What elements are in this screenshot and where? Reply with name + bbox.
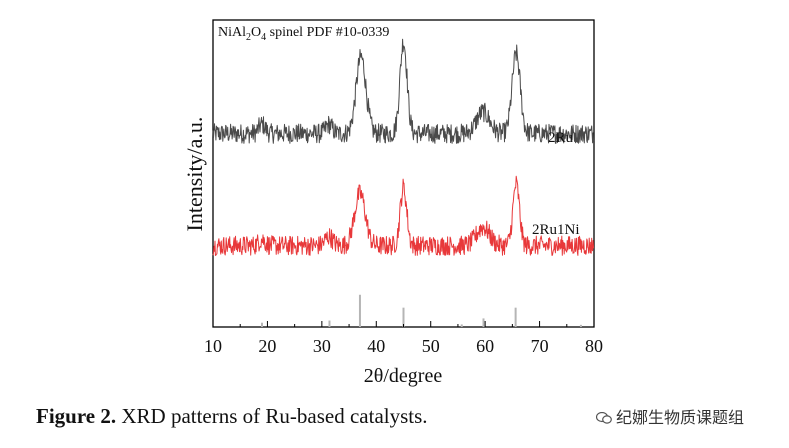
x-axis-label: 2θ/degree <box>364 365 443 387</box>
wechat-icon <box>596 412 612 424</box>
series-line-2ru1ni <box>212 175 595 256</box>
watermark-text: 纪娜生物质课题组 <box>616 408 745 427</box>
x-tick-label: 40 <box>367 336 385 356</box>
series-line-2ru <box>212 38 595 144</box>
x-tick-label: 10 <box>204 336 222 356</box>
watermark: 纪娜生物质课题组 <box>596 404 744 428</box>
x-tick-label: 50 <box>422 336 440 356</box>
x-tick-label: 20 <box>258 336 276 356</box>
x-tick-label: 30 <box>313 336 331 356</box>
figure-caption: Figure 2. XRD patterns of Ru-based catal… <box>36 404 428 429</box>
figure-number: Figure 2. <box>36 404 117 428</box>
series-label-2ru: 2Ru <box>548 130 574 146</box>
y-axis-label: Intensity/a.u. <box>182 117 207 232</box>
x-tick-label: 60 <box>476 336 494 356</box>
x-tick-label: 80 <box>585 336 603 356</box>
x-tick-label: 70 <box>531 336 549 356</box>
plot-frame <box>212 19 595 328</box>
series-label-2ru1ni: 2Ru1Ni <box>532 222 580 238</box>
caption-text: XRD patterns of Ru-based catalysts. <box>116 404 428 428</box>
reference-legend-label: NiAl2O4 spinel PDF #10-0339 <box>218 25 389 43</box>
